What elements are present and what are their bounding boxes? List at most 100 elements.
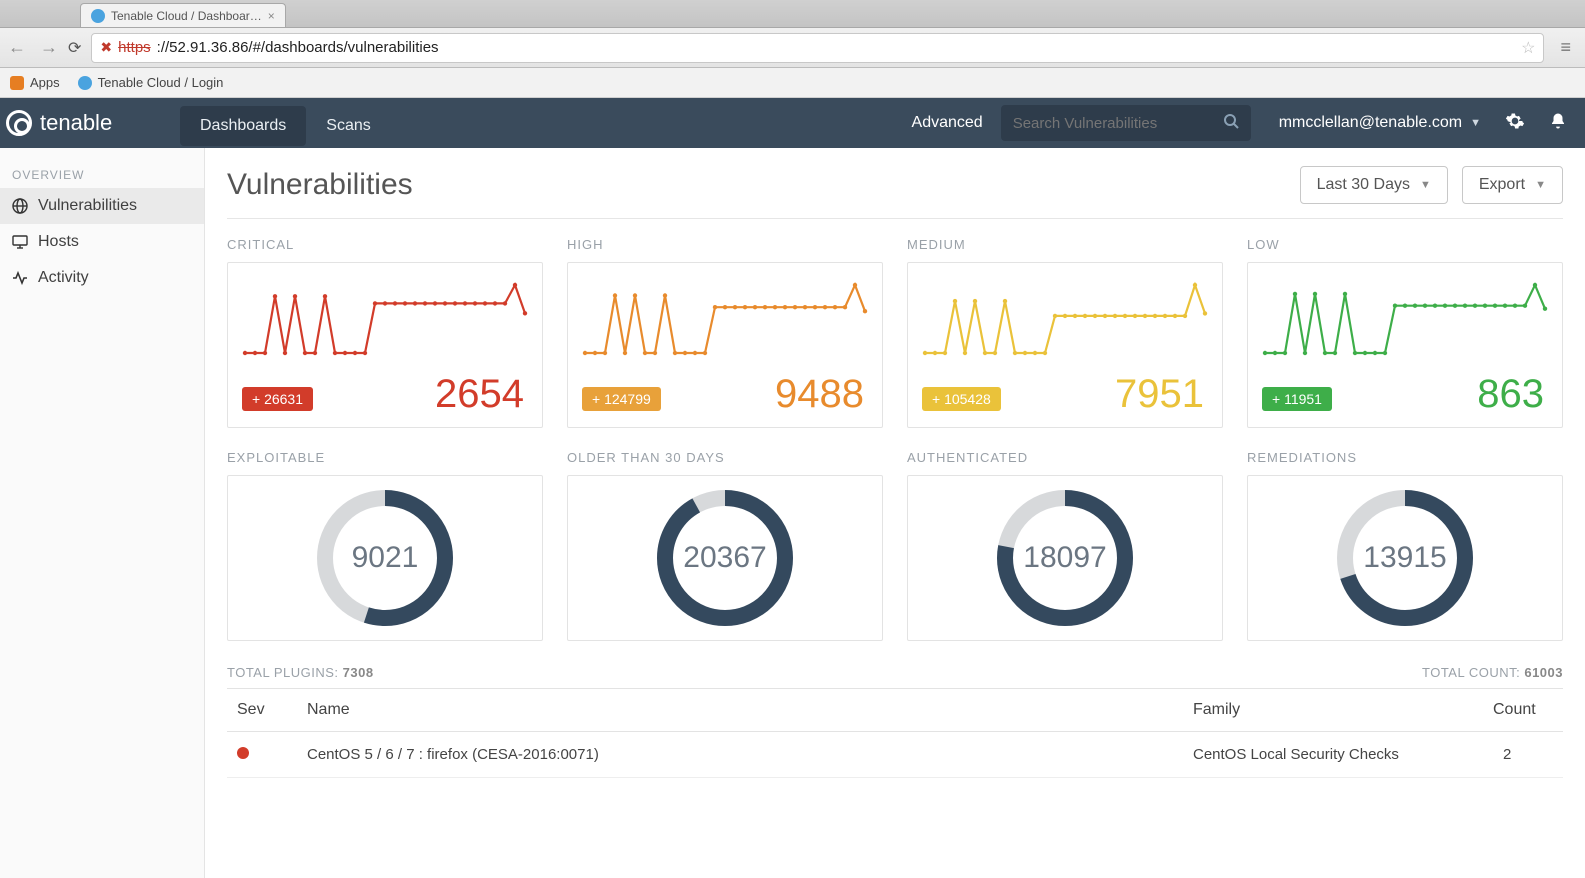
user-email: mmcclellan@tenable.com — [1279, 114, 1462, 132]
bookmark-apps[interactable]: Apps — [10, 75, 60, 90]
severity-card-low[interactable]: + 11951 863 — [1247, 262, 1563, 428]
bookmarks-bar: Apps Tenable Cloud / Login — [0, 68, 1585, 98]
donut-card-remediations[interactable]: 13915 — [1247, 475, 1563, 641]
browser-tab-strip: Tenable Cloud / Dashboar… × — [0, 0, 1585, 28]
nav-tab-dashboards[interactable]: Dashboards — [180, 106, 306, 146]
plugins-summary: TOTAL PLUGINS: 7308 TOTAL COUNT: 61003 — [227, 665, 1563, 680]
search-icon[interactable] — [1223, 113, 1239, 134]
table-row[interactable]: CentOS 5 / 6 / 7 : firefox (CESA-2016:00… — [227, 732, 1563, 778]
url-path: ://52.91.36.86/#/dashboards/vulnerabilit… — [157, 39, 439, 56]
donut-card-older than 30 days[interactable]: 20367 — [567, 475, 883, 641]
severity-card-high[interactable]: + 124799 9488 — [567, 262, 883, 428]
column-count[interactable]: Count — [1483, 689, 1563, 732]
sparkline — [1262, 277, 1548, 357]
search-box[interactable] — [1001, 105, 1251, 141]
severity-value: 2654 — [435, 372, 524, 417]
bookmark-label: Apps — [30, 75, 60, 90]
page-header: Vulnerabilities Last 30 Days ▼ Export ▼ — [227, 166, 1563, 219]
plugin-count: 2 — [1483, 732, 1563, 778]
date-range-label: Last 30 Days — [1317, 176, 1410, 194]
sparkline — [242, 277, 528, 357]
bell-icon[interactable] — [1549, 111, 1567, 136]
url-scheme: https — [118, 39, 151, 56]
plugins-table: SevNameFamilyCount CentOS 5 / 6 / 7 : fi… — [227, 688, 1563, 778]
browser-toolbar: ← → ⟳ ✖ https ://52.91.36.86/#/dashboards… — [0, 28, 1585, 68]
donut-label: OLDER THAN 30 DAYS — [567, 450, 883, 465]
severity-label: HIGH — [567, 237, 883, 252]
export-label: Export — [1479, 176, 1525, 194]
severity-card-medium[interactable]: + 1054287951 — [907, 262, 1223, 428]
column-name[interactable]: Name — [297, 689, 1183, 732]
address-bar[interactable]: ✖ https ://52.91.36.86/#/dashboards/vulne… — [91, 33, 1544, 63]
tab-title: Tenable Cloud / Dashboar… — [111, 9, 262, 23]
sidebar: OVERVIEW VulnerabilitiesHostsActivity — [0, 148, 205, 878]
sidebar-item-label: Activity — [38, 269, 89, 287]
severity-dot — [237, 747, 249, 759]
forward-icon[interactable]: → — [40, 37, 58, 58]
sidebar-item-label: Vulnerabilities — [38, 197, 137, 215]
sparkline — [582, 277, 868, 357]
column-sev[interactable]: Sev — [227, 689, 297, 732]
brand-logo-icon — [6, 110, 32, 136]
total-count-label: TOTAL COUNT: — [1422, 665, 1520, 680]
site-favicon — [78, 76, 92, 90]
donut-value: 9021 — [310, 483, 460, 633]
donut-label: REMEDIATIONS — [1247, 450, 1563, 465]
close-icon[interactable]: × — [268, 9, 275, 23]
search-input[interactable] — [1013, 115, 1223, 132]
user-menu[interactable]: mmcclellan@tenable.com ▼ — [1279, 114, 1481, 132]
column-family[interactable]: Family — [1183, 689, 1483, 732]
activity-icon — [12, 270, 28, 286]
bookmark-tenable-login[interactable]: Tenable Cloud / Login — [78, 75, 224, 90]
severity-delta-badge: + 124799 — [582, 387, 661, 411]
donut-value: 18097 — [990, 483, 1140, 633]
hamburger-icon[interactable]: ≡ — [1554, 37, 1577, 58]
severity-label: LOW — [1247, 237, 1563, 252]
severity-value: 863 — [1477, 372, 1544, 417]
total-count-value: 61003 — [1524, 665, 1563, 680]
main-content: Vulnerabilities Last 30 Days ▼ Export ▼ … — [205, 148, 1585, 878]
sidebar-item-activity[interactable]: Activity — [0, 260, 204, 296]
severity-delta-badge: + 11951 — [1262, 387, 1332, 411]
donut-value: 13915 — [1330, 483, 1480, 633]
globe-icon — [12, 198, 28, 214]
donut-label: EXPLOITABLE — [227, 450, 543, 465]
apps-icon — [10, 76, 24, 90]
sidebar-item-vulnerabilities[interactable]: Vulnerabilities — [0, 188, 204, 224]
donut-label: AUTHENTICATED — [907, 450, 1223, 465]
advanced-link[interactable]: Advanced — [912, 114, 1001, 132]
total-plugins-value: 7308 — [343, 665, 374, 680]
donut-value: 20367 — [650, 483, 800, 633]
severity-delta-badge: + 26631 — [242, 387, 313, 411]
export-dropdown[interactable]: Export ▼ — [1462, 166, 1563, 204]
chevron-down-icon: ▼ — [1470, 117, 1481, 129]
severity-card-critical[interactable]: + 26631 2654 — [227, 262, 543, 428]
severity-label: MEDIUM — [907, 237, 1223, 252]
ssl-warning-icon: ✖ — [100, 39, 112, 56]
severity-value: 7951 — [1115, 372, 1204, 417]
tab-favicon — [91, 9, 105, 23]
back-icon[interactable]: ← — [8, 37, 26, 58]
chevron-down-icon: ▼ — [1420, 179, 1431, 191]
bookmark-label: Tenable Cloud / Login — [98, 75, 224, 90]
donut-card-authenticated[interactable]: 18097 — [907, 475, 1223, 641]
severity-label: CRITICAL — [227, 237, 543, 252]
app-topnav: tenable DashboardsScans Advanced mmcclel… — [0, 98, 1585, 148]
monitor-icon — [12, 234, 28, 250]
browser-tab[interactable]: Tenable Cloud / Dashboar… × — [80, 3, 286, 27]
total-plugins-label: TOTAL PLUGINS: — [227, 665, 339, 680]
brand[interactable]: tenable — [0, 110, 180, 136]
plugin-name: CentOS 5 / 6 / 7 : firefox (CESA-2016:00… — [297, 732, 1183, 778]
reload-icon[interactable]: ⟳ — [68, 38, 81, 58]
nav-tab-scans[interactable]: Scans — [306, 106, 390, 146]
donut-card-exploitable[interactable]: 9021 — [227, 475, 543, 641]
page-title: Vulnerabilities — [227, 168, 413, 202]
gear-icon[interactable] — [1505, 111, 1525, 136]
sidebar-item-hosts[interactable]: Hosts — [0, 224, 204, 260]
bookmark-star-icon[interactable]: ☆ — [1521, 38, 1535, 58]
sidebar-item-label: Hosts — [38, 233, 79, 251]
brand-text: tenable — [40, 110, 112, 136]
date-range-dropdown[interactable]: Last 30 Days ▼ — [1300, 166, 1448, 204]
severity-value: 9488 — [775, 372, 864, 417]
sparkline — [922, 277, 1208, 357]
